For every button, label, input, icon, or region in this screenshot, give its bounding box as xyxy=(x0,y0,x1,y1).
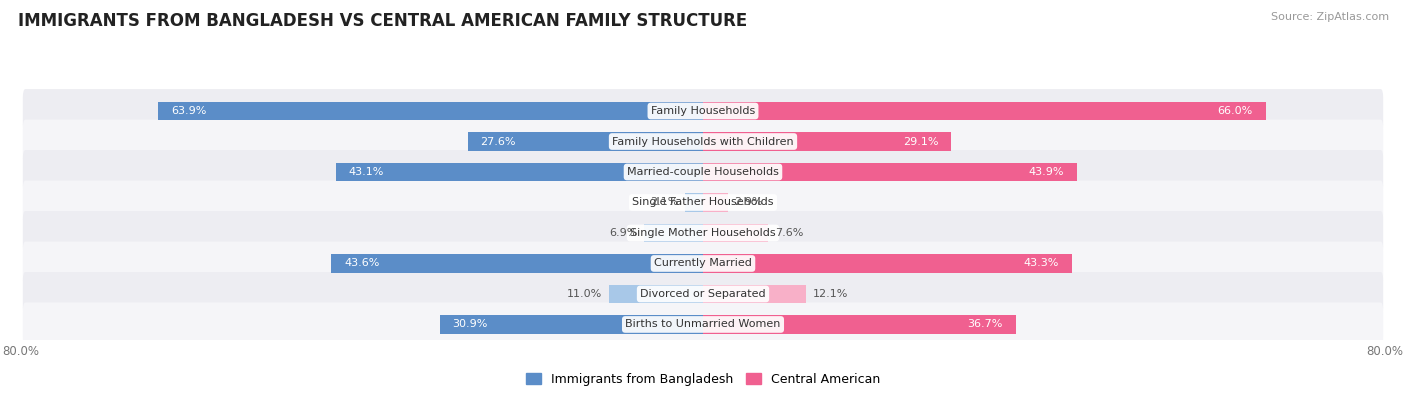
Bar xyxy=(703,254,1073,273)
Bar xyxy=(336,163,703,181)
Bar xyxy=(703,285,806,303)
Text: 66.0%: 66.0% xyxy=(1218,106,1253,116)
FancyBboxPatch shape xyxy=(22,150,1384,194)
Text: 7.6%: 7.6% xyxy=(775,228,803,238)
Text: Family Households: Family Households xyxy=(651,106,755,116)
Bar xyxy=(703,132,950,150)
Bar xyxy=(685,193,703,212)
Bar xyxy=(468,132,703,150)
Text: 43.6%: 43.6% xyxy=(344,258,380,269)
Text: Single Father Households: Single Father Households xyxy=(633,198,773,207)
FancyBboxPatch shape xyxy=(22,89,1384,133)
Text: 43.9%: 43.9% xyxy=(1029,167,1064,177)
Text: 43.1%: 43.1% xyxy=(349,167,384,177)
Text: 12.1%: 12.1% xyxy=(813,289,848,299)
FancyBboxPatch shape xyxy=(22,211,1384,255)
Text: 43.3%: 43.3% xyxy=(1024,258,1059,269)
Text: Married-couple Households: Married-couple Households xyxy=(627,167,779,177)
Bar xyxy=(332,254,703,273)
Text: Currently Married: Currently Married xyxy=(654,258,752,269)
Text: IMMIGRANTS FROM BANGLADESH VS CENTRAL AMERICAN FAMILY STRUCTURE: IMMIGRANTS FROM BANGLADESH VS CENTRAL AM… xyxy=(18,12,748,30)
Text: 2.9%: 2.9% xyxy=(734,198,763,207)
Bar xyxy=(703,193,728,212)
Bar xyxy=(440,315,703,334)
Bar xyxy=(703,163,1077,181)
FancyBboxPatch shape xyxy=(22,303,1384,346)
Bar xyxy=(703,315,1015,334)
Bar xyxy=(703,102,1265,120)
FancyBboxPatch shape xyxy=(22,241,1384,286)
Text: 30.9%: 30.9% xyxy=(453,320,488,329)
Text: Births to Unmarried Women: Births to Unmarried Women xyxy=(626,320,780,329)
Text: 63.9%: 63.9% xyxy=(172,106,207,116)
Text: Divorced or Separated: Divorced or Separated xyxy=(640,289,766,299)
Text: 6.9%: 6.9% xyxy=(609,228,637,238)
Text: 2.1%: 2.1% xyxy=(650,198,678,207)
Text: 29.1%: 29.1% xyxy=(903,137,938,147)
Bar xyxy=(703,224,768,242)
Text: 11.0%: 11.0% xyxy=(567,289,602,299)
Text: Single Mother Households: Single Mother Households xyxy=(630,228,776,238)
FancyBboxPatch shape xyxy=(22,272,1384,316)
Bar xyxy=(644,224,703,242)
Text: Source: ZipAtlas.com: Source: ZipAtlas.com xyxy=(1271,12,1389,22)
FancyBboxPatch shape xyxy=(22,120,1384,164)
Text: 27.6%: 27.6% xyxy=(481,137,516,147)
Bar xyxy=(159,102,703,120)
FancyBboxPatch shape xyxy=(22,181,1384,224)
Legend: Immigrants from Bangladesh, Central American: Immigrants from Bangladesh, Central Amer… xyxy=(522,368,884,391)
Bar xyxy=(609,285,703,303)
Text: Family Households with Children: Family Households with Children xyxy=(612,137,794,147)
Text: 36.7%: 36.7% xyxy=(967,320,1002,329)
